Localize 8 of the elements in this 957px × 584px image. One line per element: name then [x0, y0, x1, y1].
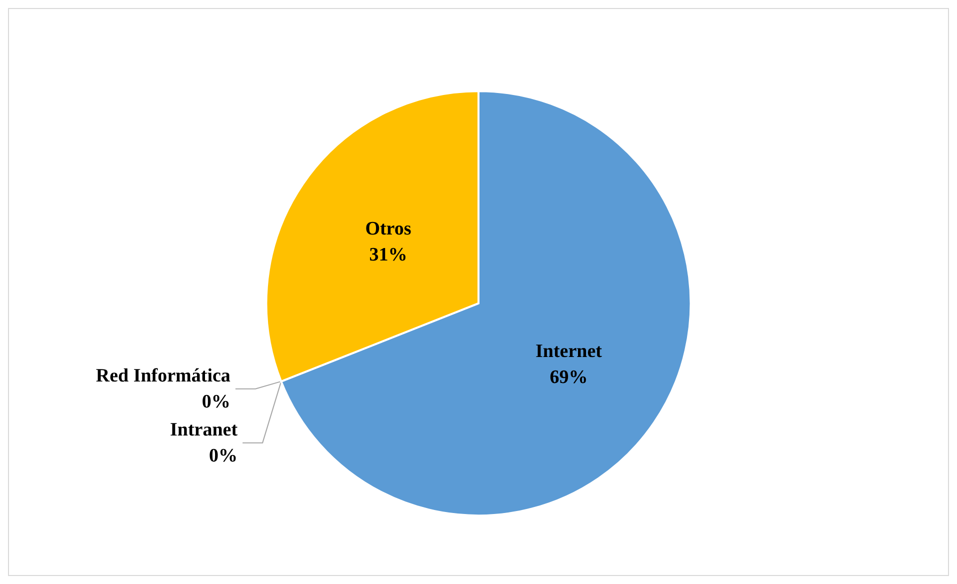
text: 0% [202, 391, 230, 412]
slice-label: Internet [536, 341, 603, 362]
slice-label: Otros [365, 218, 412, 240]
legend-label: Red Informática [96, 365, 231, 386]
text: 0% [209, 445, 238, 466]
category-label: Intranet [170, 419, 238, 440]
data-label: 69% [550, 367, 588, 388]
data-label: 31% [369, 244, 408, 266]
